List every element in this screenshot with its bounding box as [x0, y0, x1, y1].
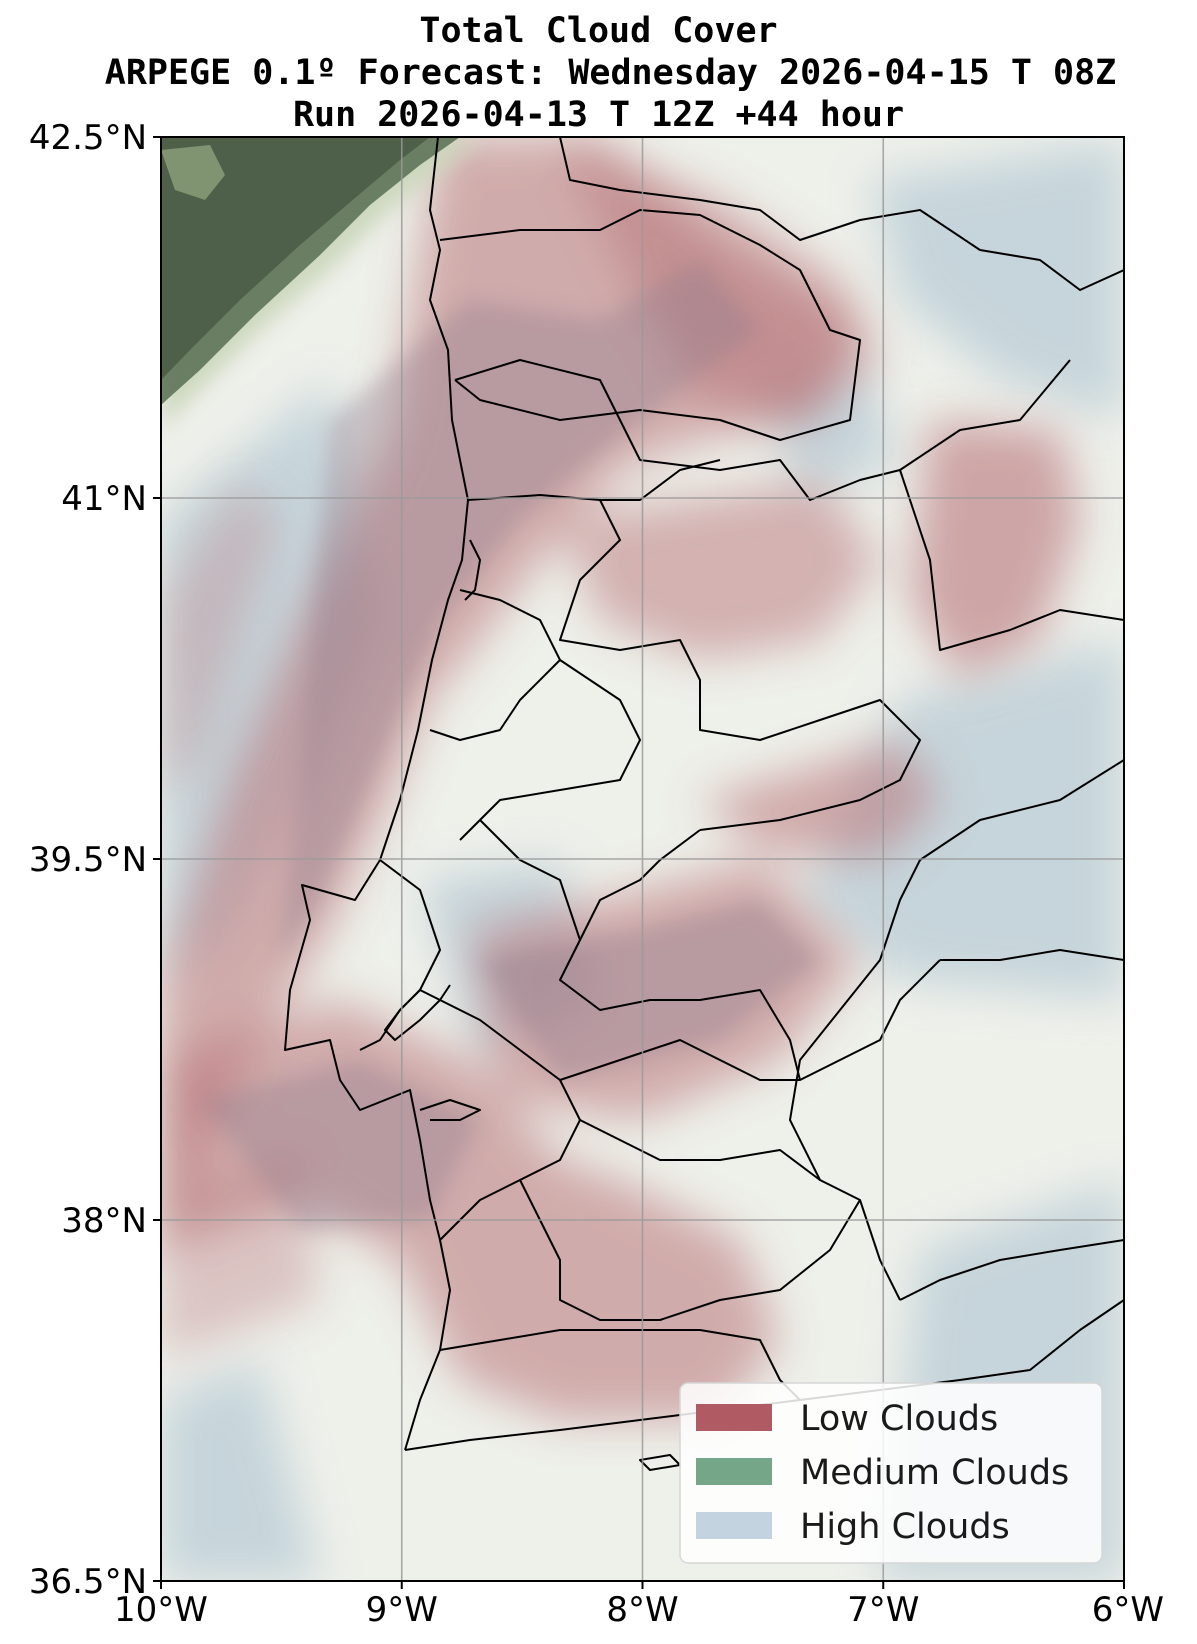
legend-swatch-low-clouds — [696, 1404, 772, 1431]
legend-box — [679, 1382, 1103, 1564]
map-subtitle-forecast: ARPEGE 0.1º Forecast: Wednesday 2026-04-… — [104, 53, 1117, 93]
overlap-tint-layer — [200, 260, 820, 1230]
x-tick-label: 7°W — [847, 1590, 919, 1630]
legend-label-low-clouds: Low Clouds — [800, 1399, 998, 1439]
legend-swatch-high-clouds — [696, 1512, 772, 1539]
plot-area — [161, 137, 1124, 1581]
grid-lines — [161, 137, 1124, 1581]
border-north — [559, 137, 1124, 291]
legend: Low Clouds Medium Clouds High Clouds — [679, 1382, 1103, 1564]
legend-label-medium-clouds: Medium Clouds — [800, 1453, 1069, 1493]
legend-swatch-medium-clouds — [696, 1458, 772, 1485]
x-tick-label: 10°W — [114, 1590, 208, 1630]
y-tick-label: 39.5°N — [29, 840, 147, 880]
border-spain-east — [789, 359, 1124, 1301]
borders — [284, 137, 1124, 1471]
y-tick-label: 41°N — [61, 479, 147, 519]
legend-label-high-clouds: High Clouds — [800, 1507, 1010, 1547]
x-tick-label: 6°W — [1092, 1590, 1164, 1630]
x-tick-label: 9°W — [366, 1590, 438, 1630]
map-subtitle-run: Run 2026-04-13 T 12Z +44 hour — [292, 95, 905, 135]
medium-cloud-layer — [161, 137, 480, 430]
coastline-west — [284, 137, 469, 1451]
y-tick-label: 42.5°N — [29, 118, 147, 158]
estuary-lisbon — [384, 984, 451, 1041]
axis-ticks: 10°W 9°W 8°W 7°W 6°W 42.5°N 41°N 39.5°N 38°N 36.5… — [29, 118, 1164, 1630]
estuary-setubal — [419, 1099, 481, 1121]
map-title: Total Cloud Cover — [419, 11, 778, 51]
y-tick-label: 36.5°N — [29, 1562, 147, 1602]
x-tick-label: 8°W — [606, 1590, 678, 1630]
lagoon-aveiro — [464, 539, 481, 601]
y-tick-label: 38°N — [61, 1201, 147, 1241]
